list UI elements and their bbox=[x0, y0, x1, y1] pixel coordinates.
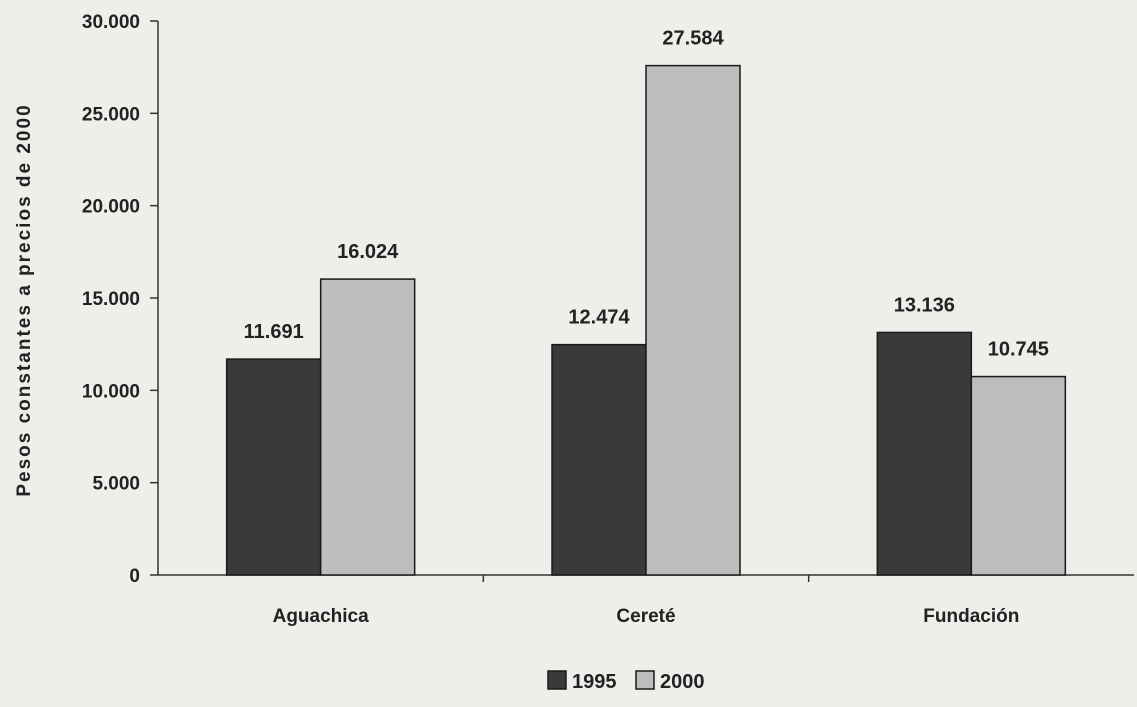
value-labels: 11.691 16.024 12.474 27.584 13.136 10.745 bbox=[244, 28, 1049, 361]
y-tick-label: 15.000 bbox=[82, 289, 140, 310]
y-tick-label: 20.000 bbox=[82, 197, 140, 218]
x-tick-label: Aguachica bbox=[273, 606, 370, 627]
legend-label-1995: 1995 bbox=[572, 671, 617, 693]
axes: 0 5.000 10.000 15.000 20.000 25.000 30.000 Agua… bbox=[82, 12, 1134, 627]
y-tick-label: 30.000 bbox=[82, 12, 140, 33]
legend-swatch-1995 bbox=[547, 670, 567, 690]
x-tick-label: Cereté bbox=[616, 606, 675, 627]
bars bbox=[225, 64, 1067, 576]
bar-value-label: 16.024 bbox=[337, 241, 399, 263]
y-tick-label: 5.000 bbox=[92, 474, 140, 495]
legend: 1995 2000 bbox=[547, 670, 705, 693]
bar-value-label: 11.691 bbox=[244, 321, 304, 343]
y-tick-label: 25.000 bbox=[82, 104, 140, 125]
y-axis-label: Pesos constantes a precios de 2000 bbox=[14, 103, 35, 496]
legend-label-2000: 2000 bbox=[660, 671, 705, 693]
y-tick-label: 10.000 bbox=[82, 381, 140, 402]
bar-value-label: 12.474 bbox=[568, 307, 630, 329]
bar-1995 bbox=[876, 331, 973, 576]
x-tick-label: Fundación bbox=[923, 606, 1019, 627]
bar-2000 bbox=[319, 278, 416, 576]
bar-value-label: 27.584 bbox=[662, 28, 724, 50]
y-tick-label: 0 bbox=[129, 566, 140, 587]
bar-1995 bbox=[225, 358, 322, 576]
bar-2000 bbox=[970, 375, 1067, 576]
bar-value-label: 13.136 bbox=[894, 294, 955, 316]
bar-2000 bbox=[645, 64, 741, 576]
bar-value-label: 10.745 bbox=[988, 339, 1049, 361]
legend-swatch-2000 bbox=[635, 670, 655, 690]
bar-1995 bbox=[551, 343, 647, 576]
